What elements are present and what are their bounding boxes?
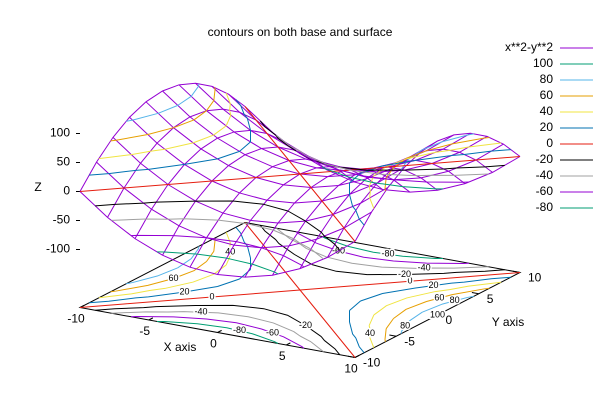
- surface-contour: [98, 92, 502, 209]
- x-tick-label: -5: [139, 324, 150, 338]
- base-contour: [79, 222, 521, 358]
- surface-mesh-line: [211, 86, 488, 173]
- surface-mesh-line: [354, 132, 521, 242]
- z-tick-label: -100: [46, 242, 70, 256]
- x-tick-label: 10: [344, 362, 358, 376]
- contour-label: 100: [430, 309, 445, 319]
- legend-label: 40: [540, 104, 554, 118]
- y-tick: [348, 355, 356, 358]
- legend-label: 0: [546, 136, 553, 150]
- contour-label: -20: [299, 320, 312, 330]
- base-contour: [156, 236, 444, 344]
- legend-label: x**2-y**2: [505, 40, 553, 54]
- base-contour: [89, 226, 511, 354]
- surface-contour: [110, 87, 490, 192]
- x-tick: [148, 317, 154, 321]
- x-tick-label: -10: [67, 312, 85, 326]
- contour-label: -80: [233, 325, 246, 335]
- chart-title: contours on both base and surface: [208, 25, 393, 39]
- contour-label: 80: [450, 295, 460, 305]
- x-tick: [217, 329, 222, 333]
- contour-label: 60: [434, 292, 444, 302]
- base-contour: [110, 238, 490, 342]
- surface-contour: [111, 135, 489, 260]
- legend-label: 80: [540, 72, 554, 86]
- y-axis-label: Y axis: [492, 315, 524, 329]
- contour-label: -60: [266, 327, 279, 337]
- y-tick: [389, 334, 397, 337]
- y-tick-label: 5: [487, 292, 494, 306]
- x-tick: [354, 354, 360, 358]
- base-contour: [95, 224, 505, 356]
- contour-label: 100: [430, 309, 445, 319]
- surface-mesh-line: [244, 106, 521, 193]
- y-tick: [471, 292, 479, 295]
- z-tick-label: -50: [53, 213, 71, 227]
- legend-label: -80: [536, 200, 554, 214]
- surface-mesh-line: [195, 82, 471, 170]
- contour-label: -40: [194, 307, 207, 317]
- x-axis-label: X axis: [164, 340, 197, 354]
- legend-label: 60: [540, 88, 554, 102]
- surface-mesh-line: [299, 159, 466, 269]
- contour-label: 20: [179, 286, 189, 296]
- legend-label: -20: [536, 152, 554, 166]
- x-tick-label: 5: [279, 349, 286, 363]
- surface-contour: [79, 106, 521, 242]
- contour-label: 60: [168, 273, 178, 283]
- y-tick-label: 0: [446, 313, 453, 327]
- surface-mesh-line: [134, 129, 301, 239]
- contour-label: 80: [400, 321, 410, 331]
- x-tick: [286, 342, 291, 346]
- z-tick-label: 50: [57, 155, 71, 169]
- y-tick-label: -5: [404, 334, 415, 348]
- contour-label: 20: [429, 280, 439, 290]
- y-tick-label: 10: [528, 271, 542, 285]
- contour-label: -40: [418, 263, 431, 273]
- surface-contour: [163, 91, 438, 141]
- contour-label: 0: [407, 276, 412, 286]
- surface-mesh-line: [79, 82, 246, 192]
- surface-contour: [131, 150, 469, 268]
- contour-label: -20: [398, 269, 411, 279]
- z-axis-label: Z: [34, 180, 41, 194]
- surface-mesh-line: [272, 166, 438, 276]
- surface-contour: [156, 166, 444, 275]
- contour-label: 40: [365, 328, 375, 338]
- contour-label: 0: [209, 291, 214, 301]
- legend-label: 100: [533, 56, 553, 70]
- surface-contour: [89, 99, 511, 226]
- legend-label: -60: [536, 184, 554, 198]
- y-tick: [430, 313, 438, 316]
- contour-label: -80: [381, 249, 394, 259]
- x-tick-label: 0: [210, 337, 217, 351]
- base-contour: [111, 227, 489, 353]
- y-tick-label: -10: [363, 356, 381, 370]
- legend-label: 20: [540, 120, 554, 134]
- legend-label: -40: [536, 168, 554, 182]
- z-tick-label: 0: [63, 184, 70, 198]
- z-tick-label: 100: [50, 126, 70, 140]
